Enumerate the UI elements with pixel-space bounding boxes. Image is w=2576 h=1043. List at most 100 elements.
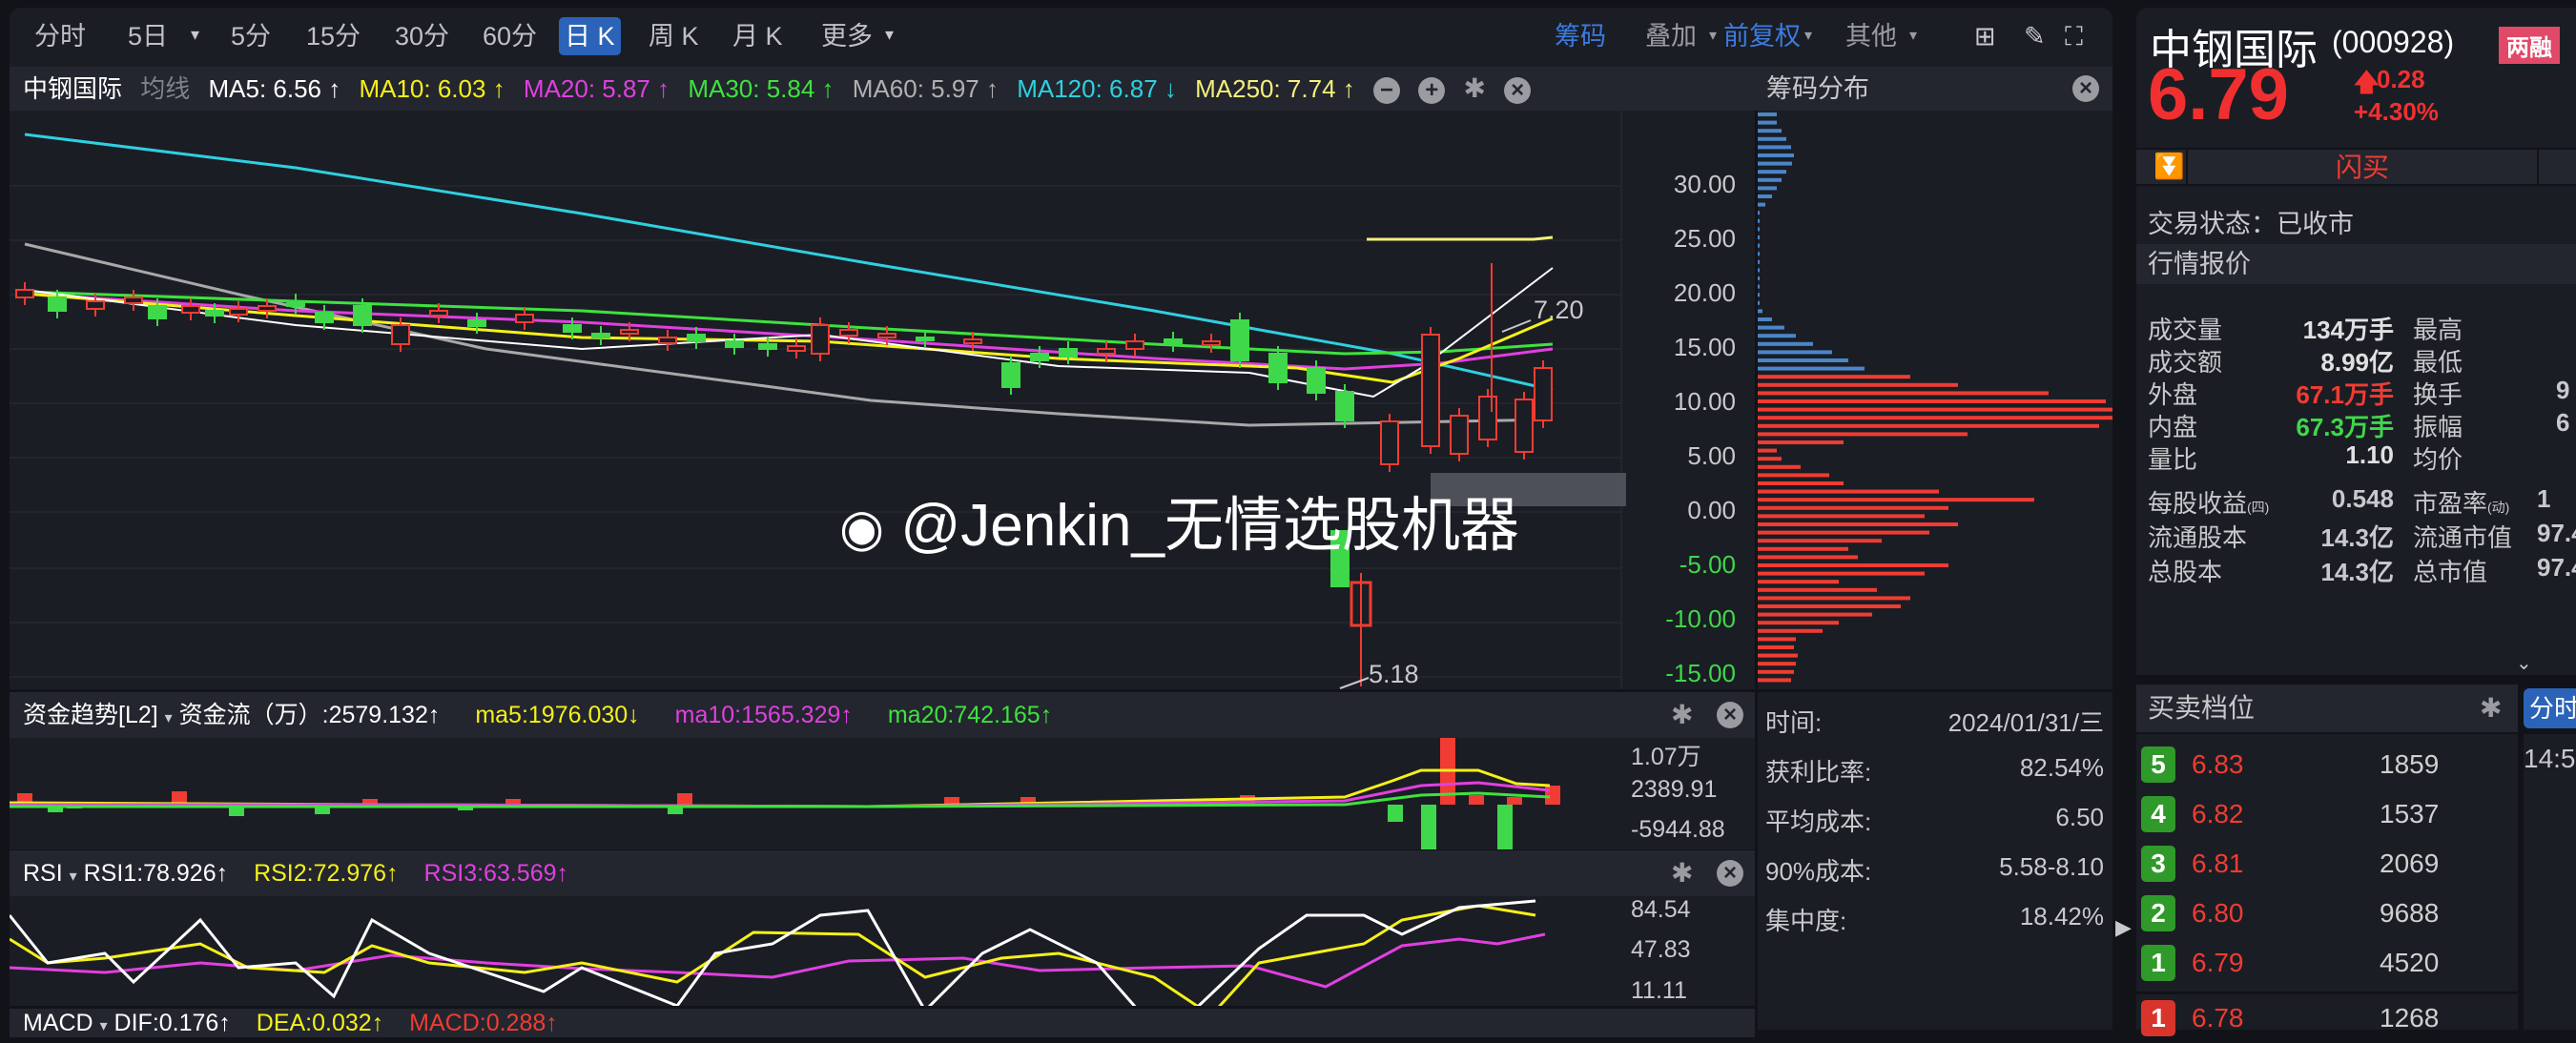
chip-bar (1758, 489, 1939, 494)
fund-bar (668, 805, 683, 814)
kline-chart[interactable]: 7.20 5.18 (10, 111, 1755, 689)
macd-title[interactable]: MACD (23, 1010, 93, 1036)
close-button[interactable]: × (1717, 702, 1743, 728)
stock-name: 中钢国际 (23, 74, 123, 103)
zoom-in-button[interactable]: + (1418, 77, 1446, 105)
close-button[interactable]: × (2072, 75, 2099, 102)
price-axis-label: 10.00 (1673, 387, 1736, 416)
tab-tick-intraday[interactable]: 分时 (2524, 688, 2576, 728)
fund-bar (1497, 805, 1513, 850)
layout-icon[interactable]: ⊞ (1974, 22, 1996, 51)
orderbook-row[interactable]: 3 6.81 2069 (2136, 839, 2508, 889)
zoom-out-button[interactable]: − (1373, 77, 1400, 105)
price-range-label (1431, 473, 1626, 506)
gear-icon[interactable]: ✱ (2480, 693, 2503, 723)
tab-5day[interactable]: 5日 (128, 22, 169, 51)
fund-trend-title[interactable]: 资金趋势[L2] (23, 702, 158, 728)
gear-icon[interactable]: ✱ (1671, 700, 1694, 729)
tab-monthly-k[interactable]: 月 K (732, 22, 783, 51)
chip-distribution-header: 筹码分布 × (1755, 67, 2112, 111)
chip-bar (1758, 423, 2099, 428)
chip-bars (1758, 112, 2125, 683)
flash-buy-button[interactable]: 闪买 (2186, 150, 2539, 186)
chip-bar (1758, 407, 2118, 412)
rsi-title[interactable]: RSI (23, 860, 63, 887)
brush-icon[interactable]: ✎ (2024, 22, 2046, 51)
close-button[interactable]: × (1504, 77, 1532, 105)
quote-stock-code: (000928) (2332, 25, 2455, 59)
chip-bar (1758, 366, 1865, 371)
chevron-down-icon[interactable]: ▾ (885, 25, 895, 44)
chip-bar (1758, 334, 1796, 338)
orderbook-row[interactable]: 1 6.78 1268 (2136, 993, 2508, 1043)
fund-bar (48, 805, 63, 812)
overlay-button[interactable]: 叠加 (1645, 22, 1697, 51)
tab-weekly-k[interactable]: 周 K (649, 22, 699, 51)
candle-body (1164, 338, 1183, 345)
orderbook-row[interactable]: 2 6.80 9688 (2136, 889, 2508, 938)
chip-stat-row: 平均成本: 6.50 (1765, 803, 2104, 838)
chevron-down-icon[interactable]: ▾ (1709, 28, 1718, 44)
rsi-axis-top: 84.54 (1631, 896, 1691, 923)
tab-60min[interactable]: 60分 (483, 22, 538, 51)
close-button[interactable]: × (1717, 860, 1743, 887)
chevron-down-icon[interactable]: ▾ (191, 25, 200, 44)
tab-more[interactable]: 更多 (821, 22, 873, 51)
candle-body (1380, 420, 1399, 465)
expand-icon[interactable]: ⏬ (2154, 152, 2185, 180)
level-badge: 3 (2141, 846, 2175, 882)
chips-button[interactable]: 筹码 (1555, 22, 1606, 51)
stat-label: 总市值 (2413, 558, 2488, 586)
fund-flow-value: 资金流（万）:2579.132↑ (178, 702, 441, 728)
chip-bar (1758, 571, 1925, 576)
watermark: ◉ @Jenkin_无情选股机器 (839, 477, 1519, 562)
gear-icon[interactable]: ✱ (1671, 858, 1694, 888)
candle-body (811, 324, 830, 355)
tab-intraday[interactable]: 分时 (34, 22, 86, 51)
orderbook-title: 买卖档位 (2148, 693, 2256, 723)
fund-ma20: ma20:742.165↑ (887, 702, 1053, 728)
tab-5min[interactable]: 5分 (231, 22, 272, 51)
tab-15min[interactable]: 15分 (306, 22, 361, 51)
price-axis-label: -15.00 (1665, 659, 1736, 687)
adjust-select[interactable]: 前复权 (1723, 22, 1801, 51)
collapse-arrow-icon[interactable]: ▶ (2115, 915, 2132, 939)
dea-value: DEA:0.032↑ (256, 1010, 384, 1036)
chevron-down-icon[interactable]: ▾ (164, 710, 173, 726)
chevron-down-icon[interactable]: ▾ (69, 869, 77, 885)
order-volume: 1268 (2380, 1003, 2440, 1033)
chip-stat-label: 集中度: (1765, 907, 1847, 935)
chevron-down-icon[interactable]: ▾ (1909, 28, 1918, 44)
ma20-value: MA20: 5.87 ↑ (523, 74, 670, 103)
orderbook-row[interactable]: 1 6.79 4520 (2136, 938, 2508, 988)
order-volume: 1859 (2380, 749, 2440, 779)
orderbook-row[interactable]: 5 6.83 1859 (2136, 740, 2508, 789)
stat-label: 外盘 (2148, 380, 2198, 409)
indicator-select[interactable]: 均线 (140, 74, 191, 103)
stat-value: 14.3亿 (2320, 558, 2394, 586)
stat-value: 67.1万手 (2296, 380, 2394, 409)
candle-body (787, 345, 806, 352)
chip-bar (1758, 604, 1901, 608)
chip-bar (1758, 669, 1794, 674)
tab-daily-k[interactable]: 日 K (559, 17, 621, 55)
orderbook-row[interactable]: 4 6.82 1537 (2136, 789, 2508, 839)
chevron-down-icon[interactable]: ▾ (1804, 28, 1813, 44)
fullscreen-icon[interactable]: ⛶ (2065, 22, 2083, 51)
ma60-value: MA60: 5.97 ↑ (852, 74, 999, 103)
chevron-down-icon[interactable]: ▾ (99, 1018, 108, 1034)
chip-stat-label: 时间: (1765, 708, 1823, 737)
gear-icon[interactable]: ✱ (1463, 73, 1486, 103)
chip-stats: 时间: 2024/01/31/三 获利比率: 82.54% 平均成本: 6.50 90%成本… (1758, 692, 2112, 1030)
macd-header: MACD ▾ DIF:0.176↑ DEA:0.032↑ MACD:0.288↑ (10, 1009, 1755, 1037)
chevron-down-icon[interactable]: ⌄ (2516, 653, 2532, 674)
candle-body (1001, 362, 1020, 388)
high-annotation: 7.20 (1534, 296, 1584, 324)
candle-body (1202, 340, 1221, 346)
chip-bar (1758, 259, 1760, 264)
rsi3-value: RSI3:63.569↑ (423, 860, 569, 887)
tab-30min[interactable]: 30分 (395, 22, 450, 51)
price-axis-label: -10.00 (1665, 604, 1736, 633)
candle-body (1478, 396, 1497, 440)
other-select[interactable]: 其他 (1845, 22, 1897, 51)
